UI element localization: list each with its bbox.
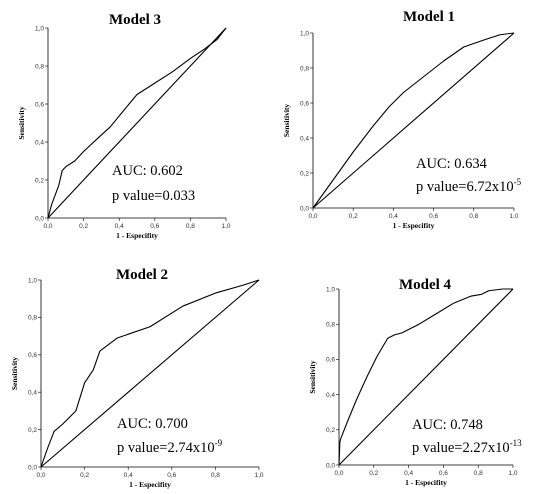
x-tick-label: 0,4 (115, 223, 124, 230)
chart-title: Model 2 (116, 267, 168, 283)
chart-title: Model 1 (403, 9, 455, 25)
p-value-prefix: p value= (112, 188, 162, 204)
auc-annotation: AUC: 0.700 (117, 416, 188, 432)
y-tick-label: 0,0 (35, 215, 44, 222)
p-value-prefix: p value= (117, 440, 167, 456)
y-tick-label: 0,0 (300, 205, 309, 212)
x-tick-label: 0,8 (211, 472, 220, 479)
x-tick-label: 0,8 (469, 213, 478, 220)
y-tick-label: 0,6 (28, 352, 37, 359)
roc-chart-model-1: 0,0 0,2 0,4 0,6 0,8 1,0 0,0 0,2 0,4 0,6 0,8 1,0 1 - … (282, 9, 522, 230)
x-axis-label: 1 - Especifity (129, 480, 171, 489)
x-axis-label: 1 - Especifity (405, 478, 447, 487)
roc-panel-model-2: 0,0 0,2 0,4 0,6 0,8 1,0 0,0 0,2 0,4 0,6 0,8 1,0 1 - … (0, 247, 275, 494)
y-tick-label: 0,4 (326, 392, 335, 399)
x-tick-label: 0,2 (369, 470, 378, 477)
x-tick-label: 0,6 (429, 213, 438, 220)
x-tick-label: 0,2 (79, 223, 88, 230)
y-axis-label: Sensitivity (282, 104, 291, 138)
roc-chart-model-2: 0,0 0,2 0,4 0,6 0,8 1,0 0,0 0,2 0,4 0,6 0,8 1,0 1 - … (10, 267, 264, 489)
y-tick-label: 0,4 (35, 139, 44, 146)
y-tick-label: 0,0 (28, 464, 37, 471)
auc-annotation: AUC: 0.602 (112, 163, 183, 179)
y-tick-label: 0,6 (300, 100, 309, 107)
y-tick-label: 0,8 (28, 315, 37, 322)
roc-panel-model-3: 0,0 0,2 0,4 0,6 0,8 1,0 0,0 0,2 0,4 0,6 0,8 1,0 1 - … (0, 0, 275, 247)
reference-diagonal-line (312, 32, 515, 209)
x-tick-label: 0,8 (186, 223, 195, 230)
chart-title: Model 4 (399, 277, 452, 293)
x-tick-label: 1,0 (508, 470, 517, 477)
x-tick-label: 0,6 (167, 472, 176, 479)
y-tick-label: 0,2 (28, 427, 37, 434)
auc-annotation: AUC: 0.748 (412, 417, 483, 433)
roc-chart-model-3: 0,0 0,2 0,4 0,6 0,8 1,0 0,0 0,2 0,4 0,6 0,8 1,0 1 - … (17, 12, 231, 240)
y-tick-label: 1,0 (35, 25, 44, 32)
y-tick-label: 0,8 (326, 322, 335, 329)
reference-diagonal-line (40, 279, 260, 468)
y-tick-label: 1,0 (300, 30, 309, 37)
reference-diagonal-line (47, 27, 227, 219)
x-tick-label: 1,0 (254, 472, 263, 479)
x-tick-label: 0,4 (404, 470, 413, 477)
p-value-base: 2.27x10 (462, 440, 509, 456)
x-tick-label: 0,0 (43, 223, 52, 230)
x-tick-label: 0,0 (36, 472, 45, 479)
y-tick-label: 0,8 (35, 63, 44, 70)
auc-annotation: AUC: 0.634 (416, 156, 488, 172)
roc-curve-line (40, 279, 260, 468)
y-tick-label: 0,2 (300, 170, 309, 177)
roc-panel-model-4: 0,0 0,2 0,4 0,6 0,8 1,0 0,0 0,2 0,4 0,6 0,8 1,0 1 - … (275, 247, 550, 494)
p-value-prefix: p value= (412, 440, 462, 456)
p-value-prefix: p value= (416, 179, 466, 195)
x-tick-label: 1,0 (509, 213, 518, 220)
x-tick-label: 0,0 (334, 470, 343, 477)
p-value-base: 6.72x10 (466, 179, 513, 195)
roc-curve-line (47, 27, 227, 219)
x-tick-label: 1,0 (221, 223, 230, 230)
y-tick-label: 0,2 (35, 177, 44, 184)
p-value-annotation: p value=6.72x10-5 (416, 177, 522, 195)
x-tick-label: 0,0 (308, 213, 317, 220)
y-tick-label: 0,6 (326, 357, 335, 364)
y-tick-label: 1,0 (28, 277, 37, 284)
p-value-exponent: -13 (510, 438, 522, 448)
x-tick-label: 0,6 (150, 223, 159, 230)
y-tick-label: 0,8 (300, 65, 309, 72)
y-tick-label: 0,4 (300, 135, 309, 142)
y-tick-label: 0,6 (35, 101, 44, 108)
x-tick-label: 0,4 (124, 472, 133, 479)
y-axis-label: Sensitivity (308, 360, 317, 394)
p-value-annotation: p value=2.74x10-9 (117, 438, 223, 456)
y-axis-label: Sensitivity (17, 106, 26, 140)
y-tick-label: 0,4 (28, 390, 37, 397)
p-value-base: 0.033 (162, 188, 195, 204)
p-value-annotation: p value=2.27x10-13 (412, 438, 522, 456)
y-tick-label: 1,0 (326, 286, 335, 293)
p-value-base: 2.74x10 (167, 440, 214, 456)
x-tick-label: 0,8 (474, 470, 483, 477)
reference-diagonal-line (338, 288, 514, 466)
x-axis-label: 1 - Especifity (116, 231, 158, 240)
p-value-annotation: p value=0.033 (112, 188, 195, 204)
x-tick-label: 0,6 (439, 470, 448, 477)
x-axis-label: 1 - Especifity (393, 221, 435, 230)
x-tick-label: 0,2 (80, 472, 89, 479)
roc-chart-model-4: 0,0 0,2 0,4 0,6 0,8 1,0 0,0 0,2 0,4 0,6 0,8 1,0 1 - … (308, 277, 522, 487)
x-tick-label: 0,2 (349, 213, 358, 220)
p-value-exponent: -5 (514, 177, 522, 187)
y-tick-label: 0,0 (326, 462, 335, 469)
y-axis-label: Sensitivity (10, 357, 19, 391)
roc-curve-line (338, 288, 513, 466)
chart-title: Model 3 (109, 12, 161, 28)
x-tick-label: 0,4 (389, 213, 398, 220)
p-value-exponent: -9 (215, 438, 223, 448)
y-tick-label: 0,2 (326, 427, 335, 434)
roc-panel-model-1: 0,0 0,2 0,4 0,6 0,8 1,0 0,0 0,2 0,4 0,6 0,8 1,0 1 - … (275, 0, 550, 247)
roc-curve-line (312, 32, 515, 209)
